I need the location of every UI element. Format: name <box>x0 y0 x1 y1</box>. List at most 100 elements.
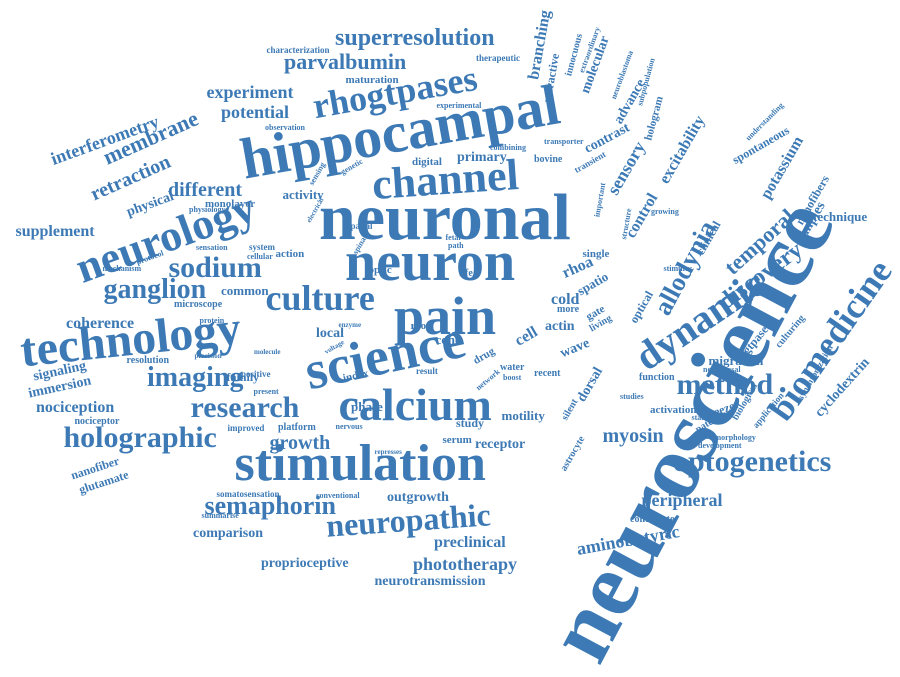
word-conventional: conventional <box>316 491 360 500</box>
word-experimental: experimental <box>436 101 482 110</box>
word-important: important <box>591 182 607 218</box>
word-technique: technique <box>813 208 868 224</box>
word-actin: actin <box>545 319 575 334</box>
word-activity: activity <box>282 186 324 202</box>
word-stimulus: stimulus <box>663 264 693 273</box>
word-calcium: calcium <box>338 379 492 430</box>
word-sensation: sensation <box>196 243 228 252</box>
word-comparison: comparison <box>193 526 263 541</box>
word-root: root <box>410 319 430 332</box>
word-local: local <box>316 326 344 341</box>
word-characterization: characterization <box>266 44 330 55</box>
word-more: more <box>557 304 580 315</box>
word-phototherapy: phototherapy <box>413 554 518 574</box>
word-molecule: molecule <box>254 347 281 356</box>
word-excitability: excitability <box>656 112 709 187</box>
word-stimulation: stimulation <box>234 435 486 492</box>
word-single: single <box>582 247 610 260</box>
word-function: function <box>639 372 675 383</box>
word-ganglion: ganglion <box>103 274 207 305</box>
word-drug: drug <box>470 344 497 367</box>
word-present: present <box>253 387 279 396</box>
word-result: result <box>416 365 438 376</box>
word-maturation: maturation <box>345 73 399 86</box>
word-platform: platform <box>278 422 316 433</box>
word-resolution: resolution <box>126 355 170 366</box>
word-cloud: neuroscience neuronal hippocampal neuron sci… <box>16 9 900 677</box>
word-contribute: contribute <box>630 514 675 525</box>
word-spatial: spatial <box>347 220 373 231</box>
word-astrocyte: astrocyte <box>557 434 587 474</box>
word-boost: boost <box>503 373 522 382</box>
word-nervous: nervous <box>335 422 363 431</box>
word-neuronal: neuronal <box>319 181 571 254</box>
word-preclinical: preclinical <box>434 534 506 551</box>
word-cellular: cellular <box>247 252 273 261</box>
word-optic: optic <box>368 263 392 276</box>
word-nociception: nociception <box>36 399 115 416</box>
word-silent: silent <box>558 397 580 423</box>
word-cold: cold <box>551 291 580 308</box>
word-improved: improved <box>227 422 265 433</box>
word-study: study <box>456 416 485 430</box>
word-dorsal: dorsal <box>573 364 606 405</box>
word-hologram: hologram <box>641 94 666 142</box>
word-standard: standard <box>691 413 723 422</box>
word-proprioceptive: proprioceptive <box>261 556 349 571</box>
word-development: development <box>698 441 742 450</box>
word-precision: precision <box>194 351 222 360</box>
word-observation: observation <box>265 123 305 132</box>
word-different: different <box>168 179 243 201</box>
word-action: action <box>275 247 305 260</box>
word-outgrowth: outgrowth <box>387 490 449 505</box>
word-digital: digital <box>412 155 442 168</box>
word-neuron: neuron <box>345 231 516 293</box>
word-somatosensation: somatosensation <box>216 488 280 499</box>
word-primary: primary <box>457 150 507 165</box>
word-culture: culture <box>265 278 375 318</box>
word-superresolution: superresolution <box>335 25 495 51</box>
word-sensory: sensory <box>602 137 650 199</box>
word-optogenetics: optogenetics <box>673 445 832 478</box>
word-summarise: summarise <box>201 511 239 520</box>
word-myosin: myosin <box>602 425 664 447</box>
word-transporter: transporter <box>544 137 584 146</box>
word-serum: serum <box>442 433 472 446</box>
word-coherence: coherence <box>66 315 135 332</box>
word-recent: recent <box>534 368 561 379</box>
word-bovine: bovine <box>534 154 563 165</box>
word-family: family <box>226 370 260 384</box>
word-pain: pain <box>394 286 497 346</box>
word-growth: growth <box>269 432 331 454</box>
word-positive: positive <box>241 368 271 379</box>
word-common: common <box>221 282 269 298</box>
word-motility: motility <box>501 407 545 423</box>
word-parvalbumin: parvalbumin <box>284 49 407 74</box>
word-nociceptor: nociceptor <box>74 416 120 427</box>
word-neurobasal: neurobasal <box>703 365 741 374</box>
word-research: research <box>190 391 300 424</box>
word-fetal: fetal <box>445 233 461 242</box>
word-method: method <box>676 368 774 401</box>
word-neurotransmission: neurotransmission <box>374 574 486 589</box>
word-morphology: morphology <box>714 433 756 442</box>
word-experiment: experiment <box>206 82 294 102</box>
word-monolayer: monolayer <box>205 197 256 210</box>
word-activation: activation <box>650 403 697 416</box>
word-studies: studies <box>620 392 644 401</box>
word-mechanism: mechanism <box>102 264 142 273</box>
word-cell: cell <box>511 323 541 350</box>
word-holographic: holographic <box>63 421 217 454</box>
word-physiology: physiology <box>189 205 226 214</box>
word-system: system <box>249 241 275 252</box>
word-peripheral: peripheral <box>641 490 723 510</box>
word-enzyme: enzyme <box>338 320 362 329</box>
word-water: water <box>500 362 525 373</box>
word-cone: cone <box>435 331 461 347</box>
word-sodium: sodium <box>168 251 262 284</box>
word-growing: growing <box>651 207 679 216</box>
word-microscope: microscope <box>174 299 223 310</box>
word-life: life <box>459 268 473 279</box>
word-represses: represses <box>374 447 402 456</box>
word-combining: combining <box>490 143 527 152</box>
